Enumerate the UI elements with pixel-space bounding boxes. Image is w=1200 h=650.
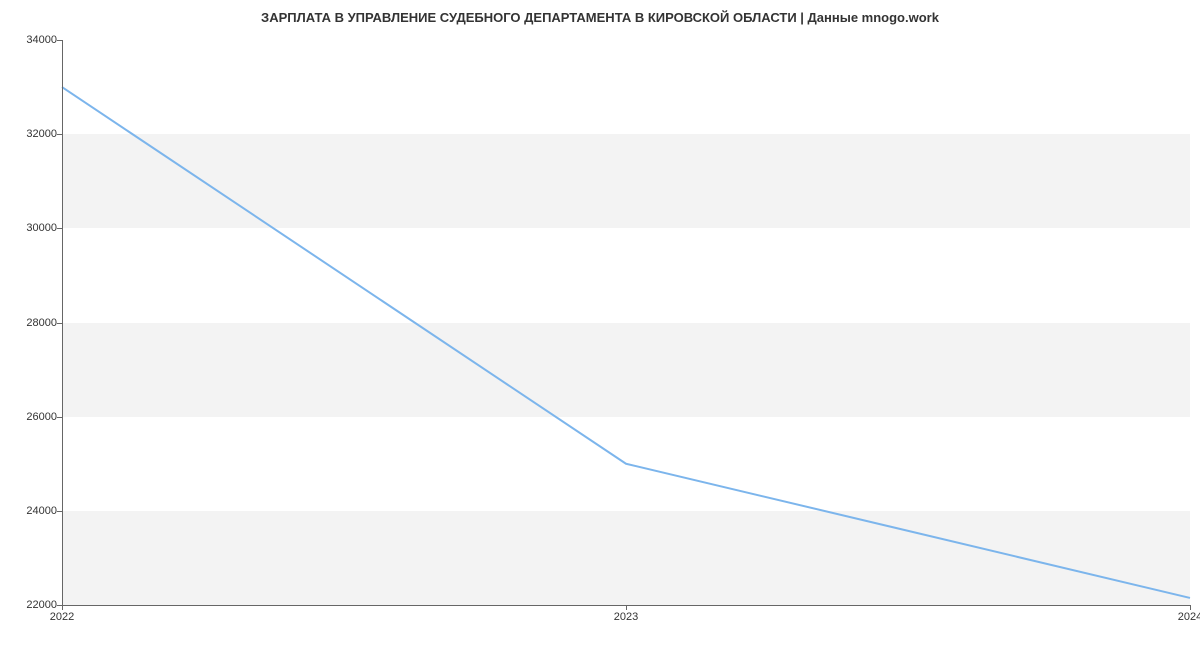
x-tick-label: 2023	[614, 611, 638, 623]
x-tick-mark	[1190, 605, 1191, 610]
y-tick-label: 24000	[7, 505, 57, 517]
y-tick-label: 26000	[7, 411, 57, 423]
y-tick-label: 34000	[7, 34, 57, 46]
x-tick-label: 2024	[1178, 611, 1200, 623]
x-axis-line	[62, 605, 1190, 606]
x-tick-label: 2022	[50, 611, 74, 623]
y-tick-label: 28000	[7, 317, 57, 329]
plot-area	[62, 40, 1190, 605]
line-series	[62, 40, 1190, 605]
y-axis-line	[62, 40, 63, 605]
chart-container: ЗАРПЛАТА В УПРАВЛЕНИЕ СУДЕБНОГО ДЕПАРТАМ…	[0, 0, 1200, 650]
chart-title: ЗАРПЛАТА В УПРАВЛЕНИЕ СУДЕБНОГО ДЕПАРТАМ…	[0, 10, 1200, 25]
y-tick-label: 30000	[7, 222, 57, 234]
y-tick-label: 32000	[7, 128, 57, 140]
y-tick-label: 22000	[7, 599, 57, 611]
